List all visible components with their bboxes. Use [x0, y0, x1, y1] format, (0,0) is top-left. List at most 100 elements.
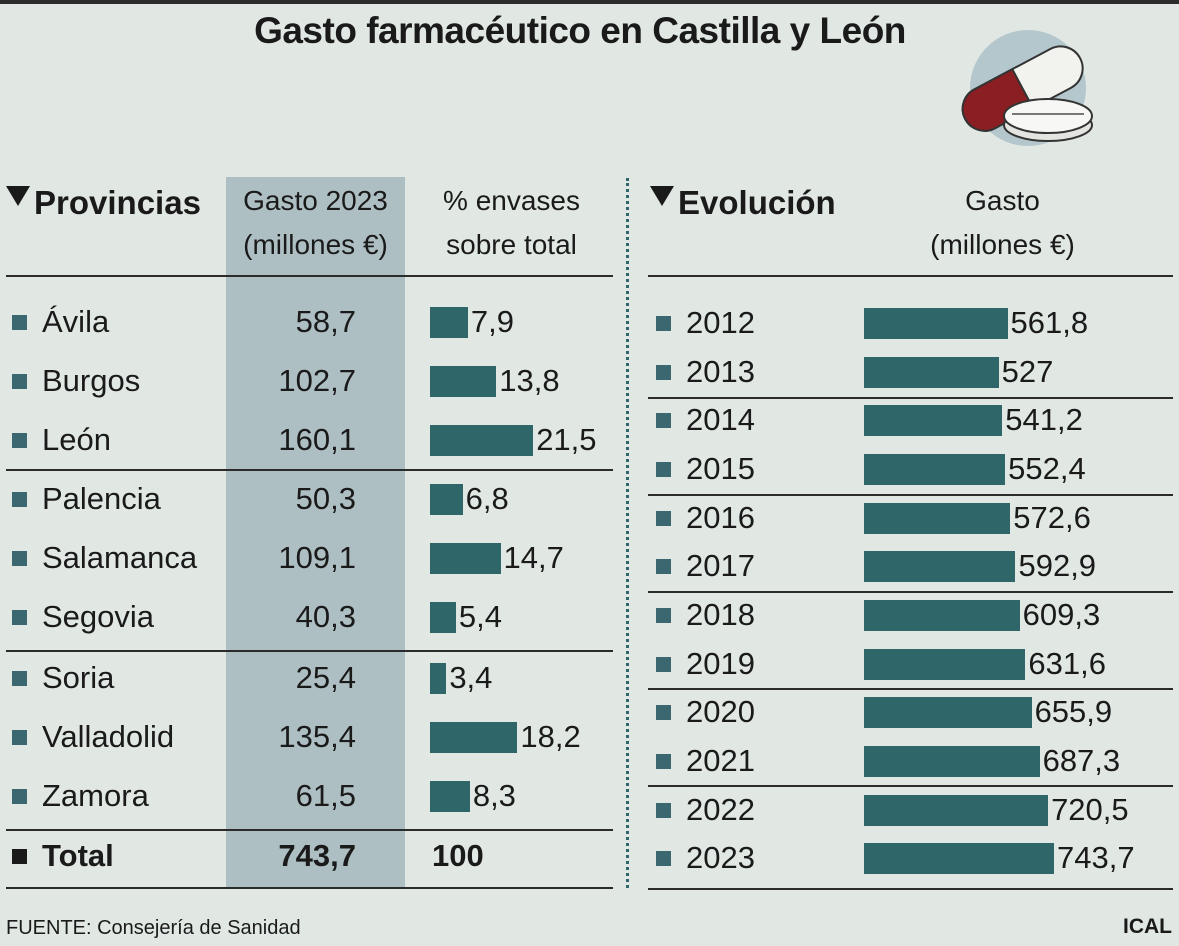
gasto-value: 541,2	[1005, 402, 1083, 437]
row-bullet	[656, 851, 671, 866]
envases-bar	[430, 722, 518, 753]
total-gasto-value: 743,7	[278, 838, 356, 873]
envases-value: 8,3	[472, 778, 516, 813]
envases-bar	[430, 781, 470, 812]
row-bullet	[656, 559, 671, 574]
year-label: 2017	[686, 548, 755, 583]
row-bullet	[656, 365, 671, 380]
gasto-bar	[864, 405, 1003, 436]
envases-value: 13,8	[499, 363, 560, 398]
table-rule	[648, 494, 1173, 496]
gasto-value: 631,6	[1028, 646, 1106, 681]
gasto-bar	[864, 503, 1011, 534]
year-label: 2015	[686, 451, 755, 486]
envases-bar	[430, 543, 501, 574]
provincia-label: Burgos	[42, 363, 141, 398]
evolucion-gasto-header: Gasto (millones €)	[930, 185, 1075, 260]
total-label: Total	[42, 838, 114, 873]
year-label: 2023	[686, 840, 755, 875]
year-label: 2013	[686, 354, 755, 389]
provincia-label: Palencia	[42, 481, 161, 516]
gasto-bar	[864, 551, 1016, 582]
gasto-bar	[864, 454, 1006, 485]
table-rule	[648, 888, 1173, 890]
row-bullet	[656, 608, 671, 623]
gasto-value: 102,7	[278, 363, 356, 398]
table-rule	[6, 275, 613, 277]
provincia-label: Segovia	[42, 599, 155, 634]
gasto-value: 561,8	[1010, 305, 1089, 340]
row-bullet	[656, 511, 671, 526]
row-bullet	[12, 551, 27, 566]
gasto-bar	[864, 746, 1040, 777]
year-label: 2021	[686, 743, 755, 778]
total-envases-value: 100	[432, 838, 484, 873]
envases-bar	[430, 484, 463, 515]
provincia-label: Salamanca	[42, 540, 198, 575]
table-rule	[648, 591, 1173, 593]
year-label: 2016	[686, 500, 755, 535]
gasto-column-highlight	[226, 177, 405, 887]
table-rule	[648, 688, 1173, 690]
gasto-value: 109,1	[278, 540, 356, 575]
gasto-header: Gasto 2023 (millones €)	[243, 185, 388, 260]
gasto-value: 25,4	[295, 660, 356, 695]
gasto-bar	[864, 308, 1008, 339]
credit-logo: ICAL	[1123, 915, 1172, 938]
gasto-bar	[864, 843, 1054, 874]
provincia-label: Ávila	[42, 304, 110, 339]
envases-bar	[430, 425, 534, 456]
gasto-value: 655,9	[1034, 694, 1113, 729]
year-label: 2012	[686, 305, 755, 340]
gasto-value: 743,7	[1057, 840, 1135, 875]
year-label: 2014	[686, 402, 755, 437]
table-rule	[6, 469, 613, 471]
top-rule	[0, 0, 1179, 4]
triangle-down-icon	[6, 186, 30, 206]
envases-bar	[430, 663, 447, 694]
row-bullet	[656, 705, 671, 720]
row-bullet	[656, 657, 671, 672]
gasto-value: 592,9	[1018, 548, 1097, 583]
row-bullet	[12, 374, 27, 389]
provincias-header: Provincias	[6, 184, 201, 222]
gasto-value: 687,3	[1042, 743, 1121, 778]
year-label: 2020	[686, 694, 755, 729]
year-label: 2022	[686, 792, 755, 827]
table-rule	[648, 785, 1173, 787]
gasto-bar	[864, 649, 1026, 680]
envases-header: % envases sobre total	[443, 185, 580, 260]
gasto-value: 527	[1001, 354, 1054, 389]
gasto-value: 40,3	[295, 599, 356, 634]
envases-value: 5,4	[458, 599, 503, 634]
table-rule	[648, 397, 1173, 399]
gasto-bar	[864, 357, 999, 388]
provincia-label: León	[42, 422, 111, 457]
gasto-value: 135,4	[278, 719, 356, 754]
year-label: 2018	[686, 597, 755, 632]
row-bullet	[656, 462, 671, 477]
provincia-label: Valladolid	[42, 719, 175, 754]
gasto-value: 160,1	[278, 422, 356, 457]
gasto-value: 572,6	[1013, 500, 1091, 535]
envases-value: 18,2	[520, 719, 581, 754]
table-rule	[6, 829, 613, 831]
gasto-value: 50,3	[295, 481, 356, 516]
row-bullet	[12, 610, 27, 625]
column-divider	[626, 178, 629, 888]
gasto-value: 61,5	[295, 778, 356, 813]
gasto-value: 58,7	[295, 304, 356, 339]
row-bullet	[12, 433, 27, 448]
gasto-value: 552,4	[1008, 451, 1086, 486]
row-bullet	[12, 789, 27, 804]
row-bullet	[12, 492, 27, 507]
gasto-bar	[864, 795, 1049, 826]
total-bullet	[12, 849, 27, 864]
gasto-value: 609,3	[1022, 597, 1101, 632]
pills-icon	[961, 30, 1093, 146]
gasto-bar	[864, 600, 1020, 631]
table-rule	[648, 275, 1173, 277]
envases-bar	[430, 307, 468, 338]
gasto-bar	[864, 697, 1032, 728]
provincia-label: Soria	[42, 660, 115, 695]
